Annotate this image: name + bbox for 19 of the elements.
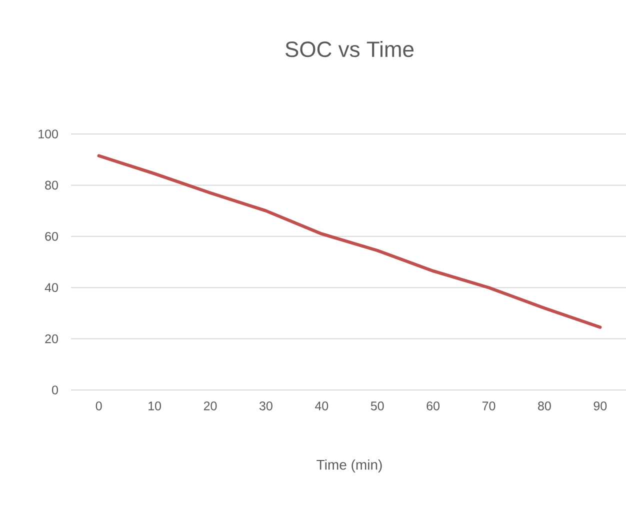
y-tick-label: 60 <box>45 232 58 241</box>
x-tick-label: 70 <box>482 402 496 410</box>
x-tick-label: 10 <box>148 402 162 410</box>
y-tick-label: 80 <box>45 180 58 190</box>
x-tick-label: 90 <box>594 402 607 410</box>
chart-title: SOC vs Time <box>286 40 414 58</box>
x-tick-label: 80 <box>538 402 551 410</box>
x-tick-label: 50 <box>370 402 384 410</box>
y-tick-label: 0 <box>52 386 58 394</box>
y-tick-label: 20 <box>45 334 58 344</box>
x-tick-label: 20 <box>204 402 217 410</box>
x-axis-title: Time (min) <box>316 459 382 473</box>
x-tick-label: 0 <box>96 402 102 410</box>
y-tick-label: 100 <box>38 130 58 138</box>
x-tick-label: 60 <box>426 402 440 410</box>
y-tick-label: 40 <box>44 283 58 292</box>
x-tick-label: 40 <box>314 402 328 410</box>
line-series <box>97 154 602 329</box>
x-tick-label: 30 <box>259 402 272 410</box>
